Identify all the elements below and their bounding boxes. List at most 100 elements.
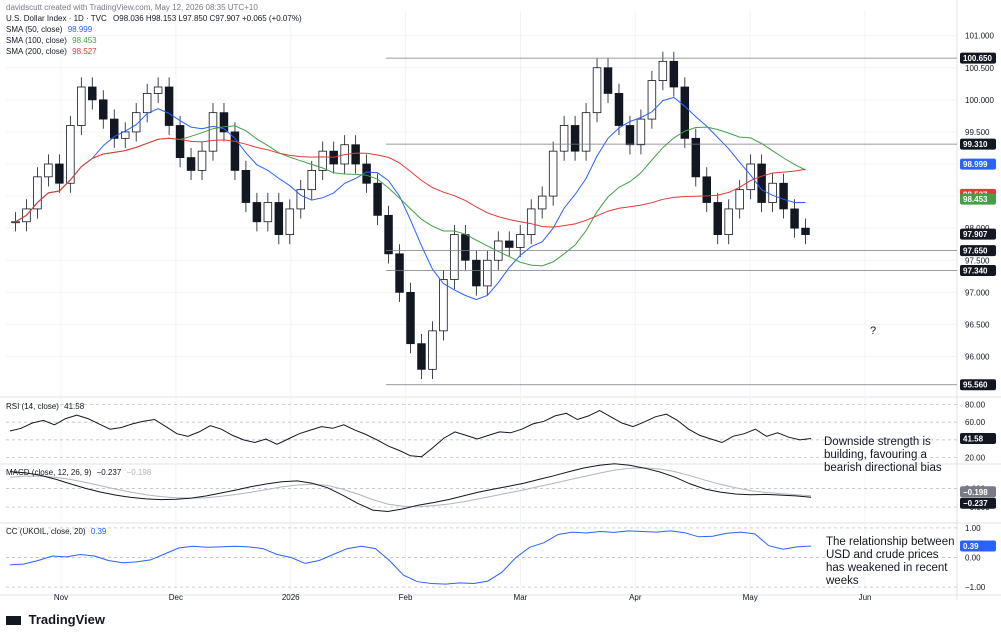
- rsi-line: [9, 410, 812, 458]
- time-tick-0: Nov: [54, 593, 68, 602]
- candle-body-10: [120, 131, 130, 139]
- candle-body-7: [88, 86, 97, 101]
- candle-body-50: [559, 125, 569, 152]
- candle-body-71: [790, 208, 799, 229]
- candle-body-64: [713, 202, 722, 235]
- candle-body-14: [164, 86, 174, 126]
- sma200-value: 98.527: [72, 47, 97, 56]
- price-tick-3: 99.500: [965, 128, 990, 137]
- candle-body-53: [592, 67, 602, 114]
- panes: [9, 51, 957, 585]
- time-tick-2: 2026: [282, 593, 300, 602]
- RSI-tick-1: 60.00: [965, 418, 986, 427]
- CC-tick-0: 1.00: [965, 524, 981, 533]
- candle-body-62: [691, 137, 701, 178]
- price-badges: 100.65099.31098.99998.52798.45397.90797.…: [960, 52, 996, 552]
- RSI-tick-0: 80.00: [965, 400, 986, 409]
- candle-body-34: [384, 214, 393, 255]
- time-tick-7: Jun: [859, 593, 872, 602]
- CC-tick-2: −1.00: [965, 583, 986, 592]
- sma100-value: 98.453: [72, 36, 97, 45]
- symbol-header: U.S. Dollar Index · 1D · TVC O98.036 H98…: [6, 14, 302, 23]
- candle-body-20: [230, 131, 240, 171]
- candle-body-70: [779, 182, 788, 210]
- sma200-label: SMA (200, close): [6, 47, 67, 56]
- sma100-label: SMA (100, close): [6, 36, 67, 45]
- candle-body-24: [274, 202, 284, 235]
- ohlc-values: O98.036 H98.153 L97.850 C97.907 +0.065 (…: [113, 14, 302, 23]
- brand-logo[interactable]: TradingView: [6, 612, 105, 627]
- candle-body-58: [647, 80, 657, 120]
- candle-body-61: [680, 86, 690, 139]
- cc-line: [9, 530, 812, 585]
- time-tick-5: Apr: [629, 593, 642, 602]
- sma100-legend[interactable]: SMA (100, close) 98.453: [6, 36, 97, 45]
- cc-note: The relationship between USD and crude p…: [826, 536, 955, 587]
- candle-body-19: [219, 112, 229, 133]
- brand-name: TradingView: [28, 612, 105, 627]
- price-badge-label-1: 99.310: [963, 140, 988, 149]
- candle-body-59: [658, 60, 668, 81]
- rsi-note: Downside strength is building, favouring…: [824, 436, 942, 474]
- sma50-line: [15, 96, 806, 301]
- candle-body-65: [724, 208, 733, 235]
- rsi-legend[interactable]: RSI (14, close) 41.58: [6, 402, 84, 411]
- candle-body-51: [570, 125, 580, 152]
- candle-body-6: [77, 86, 86, 126]
- price-badge-label-4: 98.453: [963, 195, 988, 204]
- price-badge-4: [960, 193, 996, 205]
- candle-body-23: [263, 202, 273, 223]
- candle-body-63: [702, 176, 712, 203]
- macd-badge: [960, 497, 996, 509]
- price-tick-10: 96.000: [965, 353, 990, 362]
- price-badge-5: [960, 228, 996, 240]
- tradingview-icon: [6, 616, 21, 625]
- candle-body-66: [735, 189, 744, 210]
- sma200-legend[interactable]: SMA (200, close) 98.527: [6, 47, 97, 56]
- candle-body-40: [450, 234, 459, 280]
- candle-body-72: [801, 227, 810, 235]
- cc-legend[interactable]: CC (UKOIL, close, 20) 0.39: [6, 527, 106, 536]
- candle-body-15: [175, 125, 185, 158]
- sma50-legend[interactable]: SMA (50, close) 98.999: [6, 25, 92, 34]
- rsi-value: 41.58: [64, 402, 85, 411]
- price-badge-label-7: 97.340: [963, 267, 988, 276]
- candle-body-37: [417, 343, 426, 370]
- macd-signal-badge: [960, 486, 996, 498]
- price-badge-8: [960, 379, 996, 391]
- forecast-question-mark: ?: [870, 325, 876, 337]
- candle-body-18: [208, 112, 218, 152]
- candle-body-41: [461, 234, 470, 261]
- time-tick-3: Feb: [399, 593, 413, 602]
- macd-label: MACD (close, 12, 26, 9): [6, 468, 92, 477]
- macd-legend[interactable]: MACD (close, 12, 26, 9) −0.237 −0.198: [6, 468, 151, 477]
- candle-body-67: [746, 163, 755, 191]
- candle-body-12: [142, 93, 152, 114]
- candle-body-38: [428, 330, 437, 370]
- price-badge-2: [960, 158, 996, 170]
- candle-body-27: [307, 170, 316, 191]
- price-badge-label-0: 100.650: [963, 54, 992, 63]
- macd-badge-label: −0.237: [963, 499, 988, 508]
- candle-body-60: [669, 60, 679, 88]
- candle-body-8: [99, 99, 108, 120]
- price-badge-label-6: 97.650: [963, 247, 988, 256]
- symbol-name[interactable]: U.S. Dollar Index · 1D · TVC: [6, 14, 107, 23]
- candle-body-68: [757, 163, 766, 203]
- candle-body-49: [548, 150, 558, 197]
- macd-value: −0.237: [96, 468, 122, 477]
- macd-signal-badge-label: −0.198: [963, 488, 988, 497]
- candle-body-16: [186, 157, 196, 171]
- candle-body-0: [11, 221, 20, 224]
- price-tick-1: 100.500: [965, 64, 994, 73]
- candle-body-47: [526, 208, 536, 235]
- cc-badge-label: 0.39: [963, 542, 979, 551]
- cc-label: CC (UKOIL, close, 20): [6, 527, 86, 536]
- candle-body-26: [296, 189, 306, 210]
- time-tick-1: Dec: [169, 593, 183, 602]
- rsi-badge-label: 41.58: [963, 434, 984, 443]
- candle-body-13: [153, 86, 163, 94]
- price-badge-label-2: 98.999: [963, 160, 988, 169]
- sma200-line: [15, 137, 806, 228]
